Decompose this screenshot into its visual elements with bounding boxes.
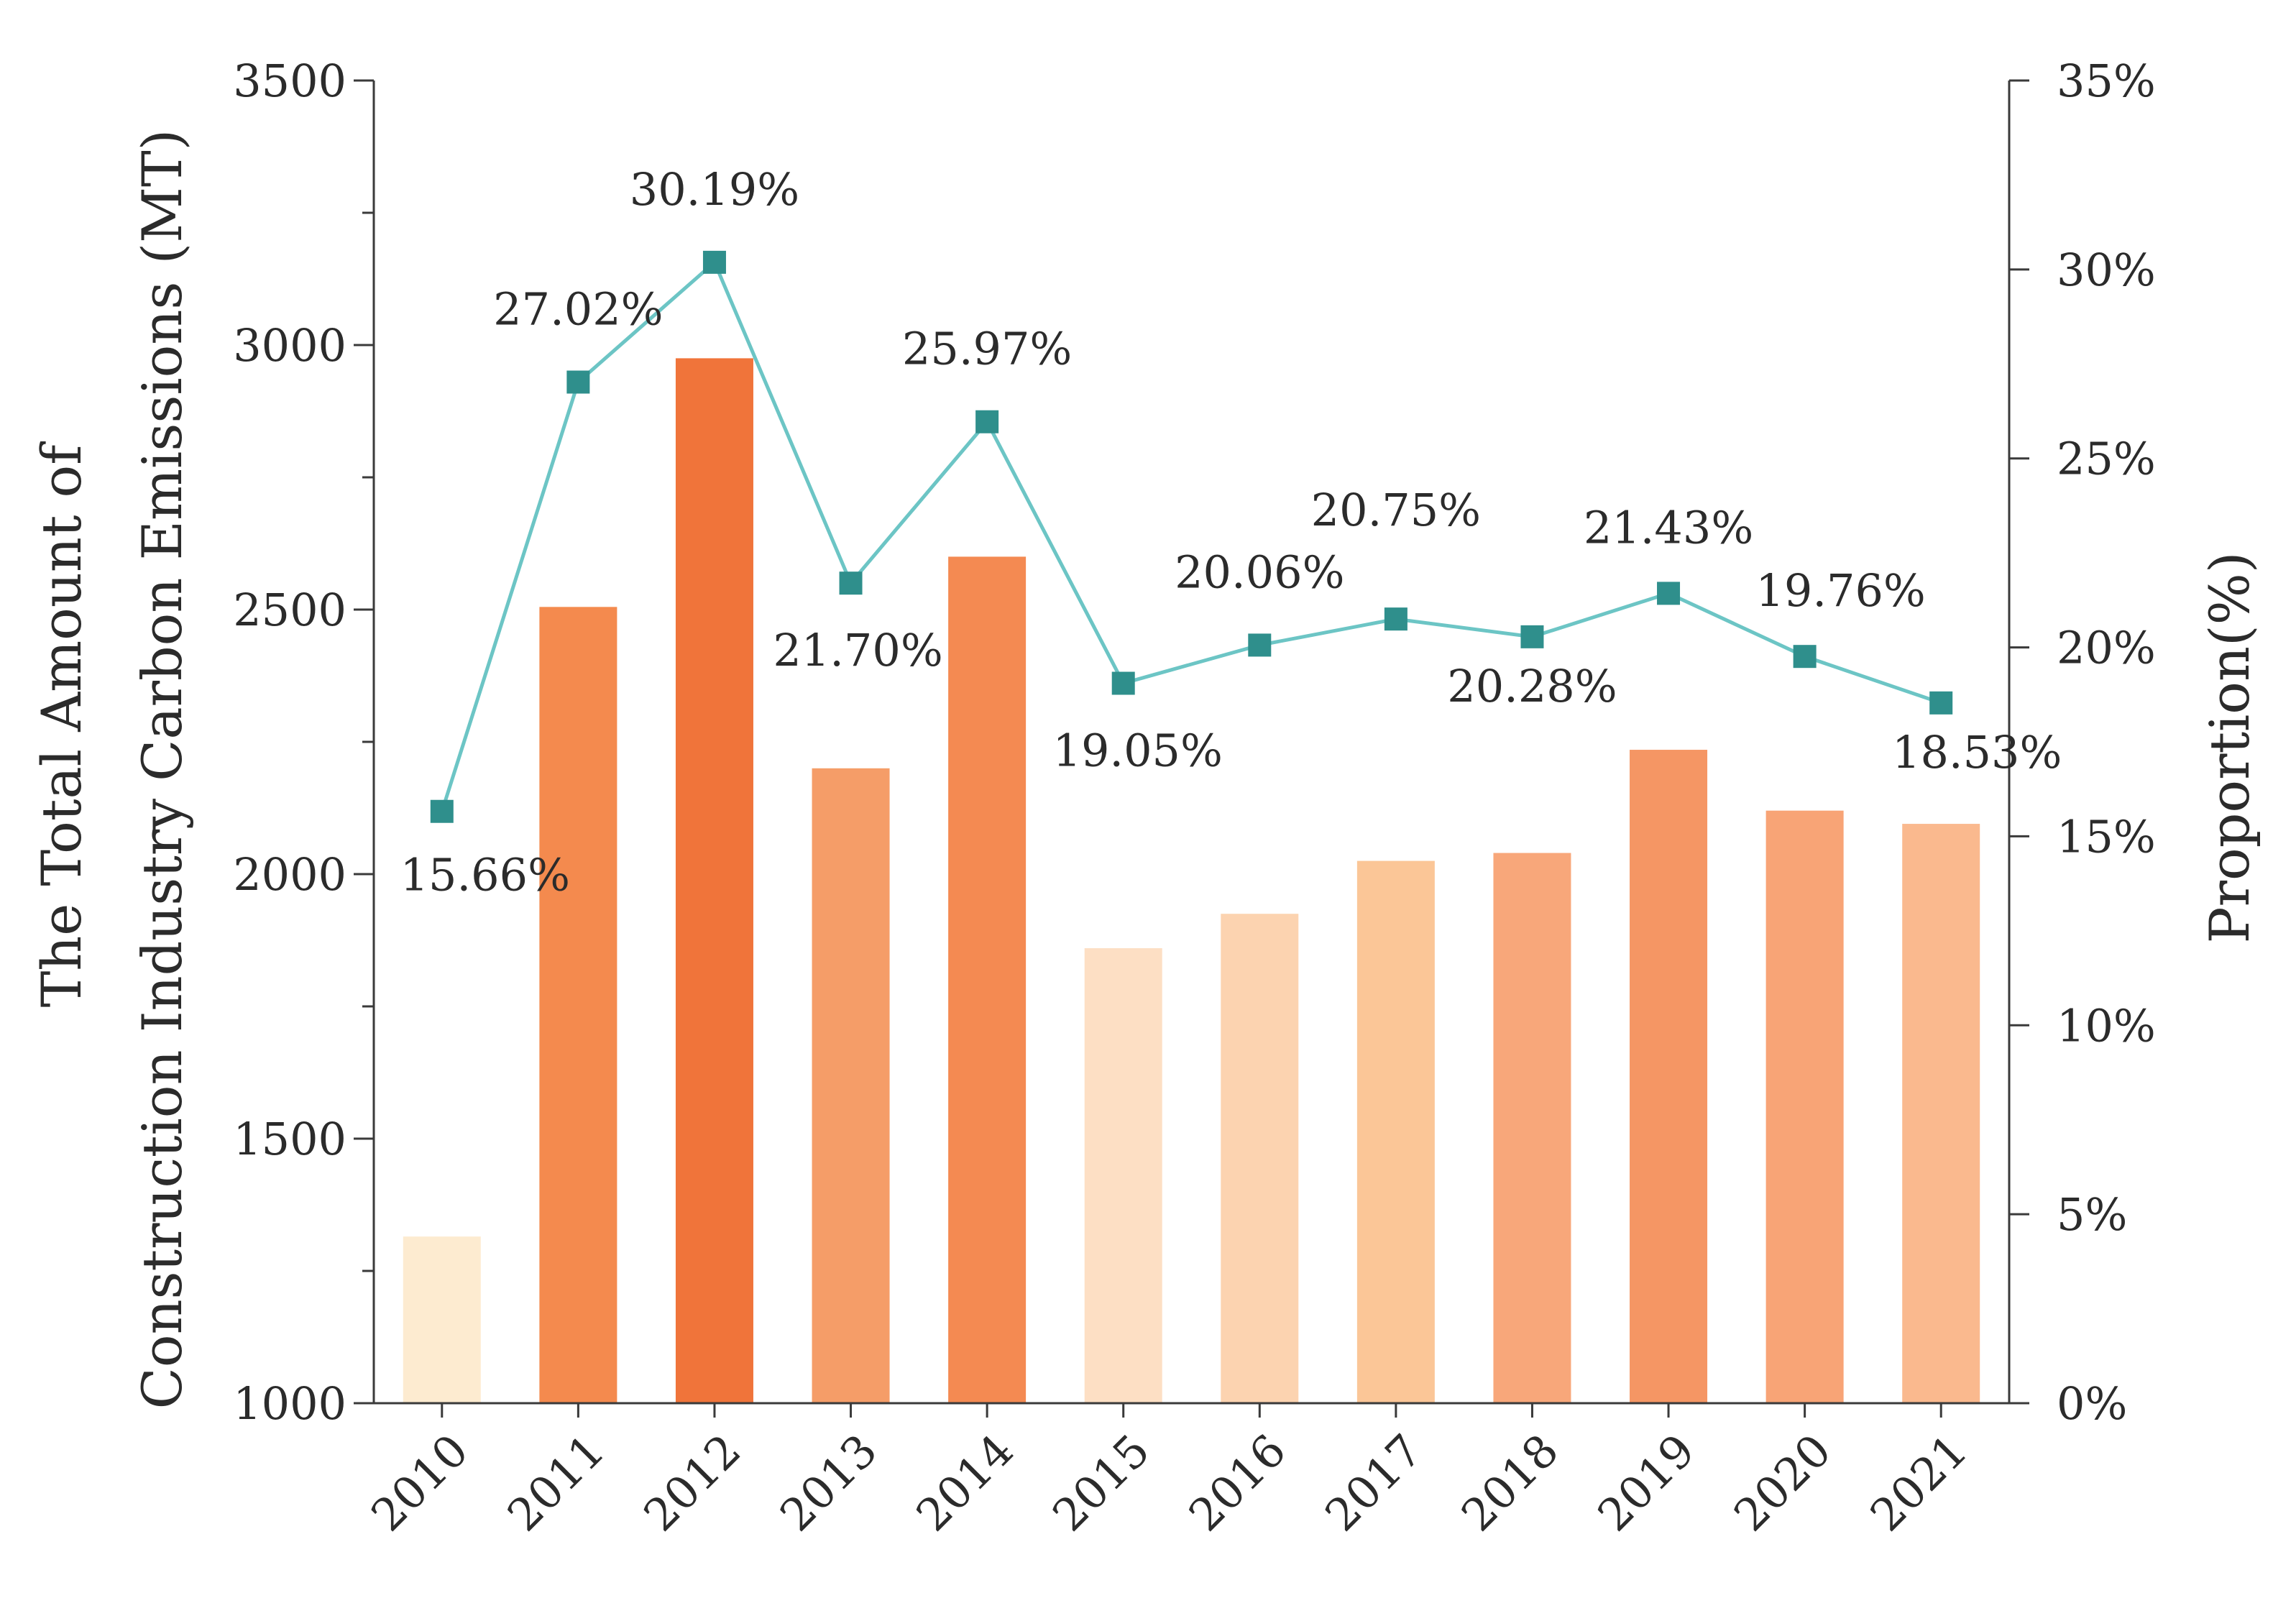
right-axis: 0% 5% 10% 15% 20% 25% 30% 35% <box>2008 55 2156 1430</box>
x-tick-label: 2016 <box>1179 1424 1296 1541</box>
x-tick-label: 2021 <box>1860 1424 1978 1541</box>
proportion-data-label: 20.06% <box>1175 546 1344 598</box>
proportion-marker <box>975 410 999 433</box>
emission-bar <box>812 768 890 1403</box>
x-tick-label: 2011 <box>497 1424 615 1541</box>
x-tick-label: 2013 <box>770 1424 887 1541</box>
left-tick-label: 2000 <box>233 848 346 901</box>
emission-bar <box>1084 948 1162 1403</box>
left-axis-title-line1: The Total Amount of <box>29 441 93 1008</box>
right-tick-label: 0% <box>2057 1377 2127 1430</box>
left-tick-label: 1000 <box>233 1377 346 1430</box>
proportion-data-label: 19.05% <box>1053 725 1223 777</box>
x-tick-label: 2012 <box>633 1424 750 1541</box>
proportion-data-label: 21.43% <box>1584 501 1753 554</box>
x-tick-label: 2018 <box>1451 1424 1569 1541</box>
x-tick-label: 2019 <box>1587 1424 1704 1541</box>
right-axis-title: Proportion(%) <box>2198 551 2261 943</box>
proportion-data-label: 20.75% <box>1311 484 1481 536</box>
emission-bar <box>1221 914 1299 1403</box>
right-tick-label: 5% <box>2057 1188 2127 1241</box>
proportion-data-label: 25.97% <box>902 323 1072 375</box>
proportion-marker <box>1657 582 1681 605</box>
emission-bar <box>675 358 753 1403</box>
emission-bar <box>1493 853 1571 1403</box>
emission-bar <box>403 1236 481 1403</box>
left-tick-label: 1500 <box>233 1113 346 1165</box>
proportion-data-label: 21.70% <box>773 624 942 676</box>
right-tick-label: 10% <box>2057 999 2156 1052</box>
x-tick-label: 2010 <box>361 1424 478 1541</box>
x-axis: 2010 2011 2012 2013 2014 2015 2016 2017 2018 2019… <box>361 1402 2009 1541</box>
x-tick-label: 2015 <box>1042 1424 1160 1541</box>
emission-bar <box>1630 750 1708 1403</box>
proportion-marker <box>702 250 726 274</box>
proportion-series: 15.66% 27.02% 30.19% 21.70% 25.97% 19.05% 20.0… <box>400 163 2062 901</box>
emission-bar <box>539 607 617 1403</box>
emission-bar <box>1356 860 1435 1403</box>
proportion-data-label: 15.66% <box>400 849 570 901</box>
proportion-marker <box>1929 691 1953 715</box>
left-axis: 1000 1500 2000 2500 3000 3500 <box>233 55 375 1430</box>
left-tick-label: 3500 <box>233 55 346 107</box>
proportion-data-label: 30.19% <box>630 163 799 216</box>
proportion-marker <box>430 799 454 823</box>
proportion-marker <box>1248 633 1272 657</box>
emission-bar <box>1902 824 1980 1403</box>
proportion-marker <box>1520 625 1544 648</box>
proportion-marker <box>1793 645 1817 669</box>
proportion-data-label: 19.76% <box>1755 564 1925 617</box>
right-tick-label: 25% <box>2057 433 2156 485</box>
proportion-marker <box>1111 671 1135 695</box>
left-tick-label: 3000 <box>233 319 346 372</box>
left-tick-label: 2500 <box>233 584 346 636</box>
right-tick-label: 15% <box>2057 810 2156 863</box>
x-tick-label: 2017 <box>1315 1424 1432 1541</box>
proportion-marker <box>566 370 590 394</box>
emission-bar <box>948 556 1027 1403</box>
proportion-line <box>440 259 1942 812</box>
x-tick-label: 2020 <box>1724 1424 1841 1541</box>
right-tick-label: 35% <box>2057 55 2156 107</box>
proportion-marker <box>839 571 863 595</box>
proportion-data-label: 27.02% <box>493 283 663 336</box>
proportion-data-label: 18.53% <box>1892 726 2062 779</box>
right-tick-label: 20% <box>2057 622 2156 674</box>
x-tick-label: 2014 <box>906 1424 1024 1541</box>
bar-series <box>403 358 1980 1403</box>
proportion-marker <box>1384 607 1408 631</box>
left-axis-title-line2: Construction Industry Carbon Emissions (… <box>130 129 194 1410</box>
emission-bar <box>1765 810 1844 1403</box>
right-tick-label: 30% <box>2057 244 2156 296</box>
proportion-data-label: 20.28% <box>1447 660 1617 712</box>
